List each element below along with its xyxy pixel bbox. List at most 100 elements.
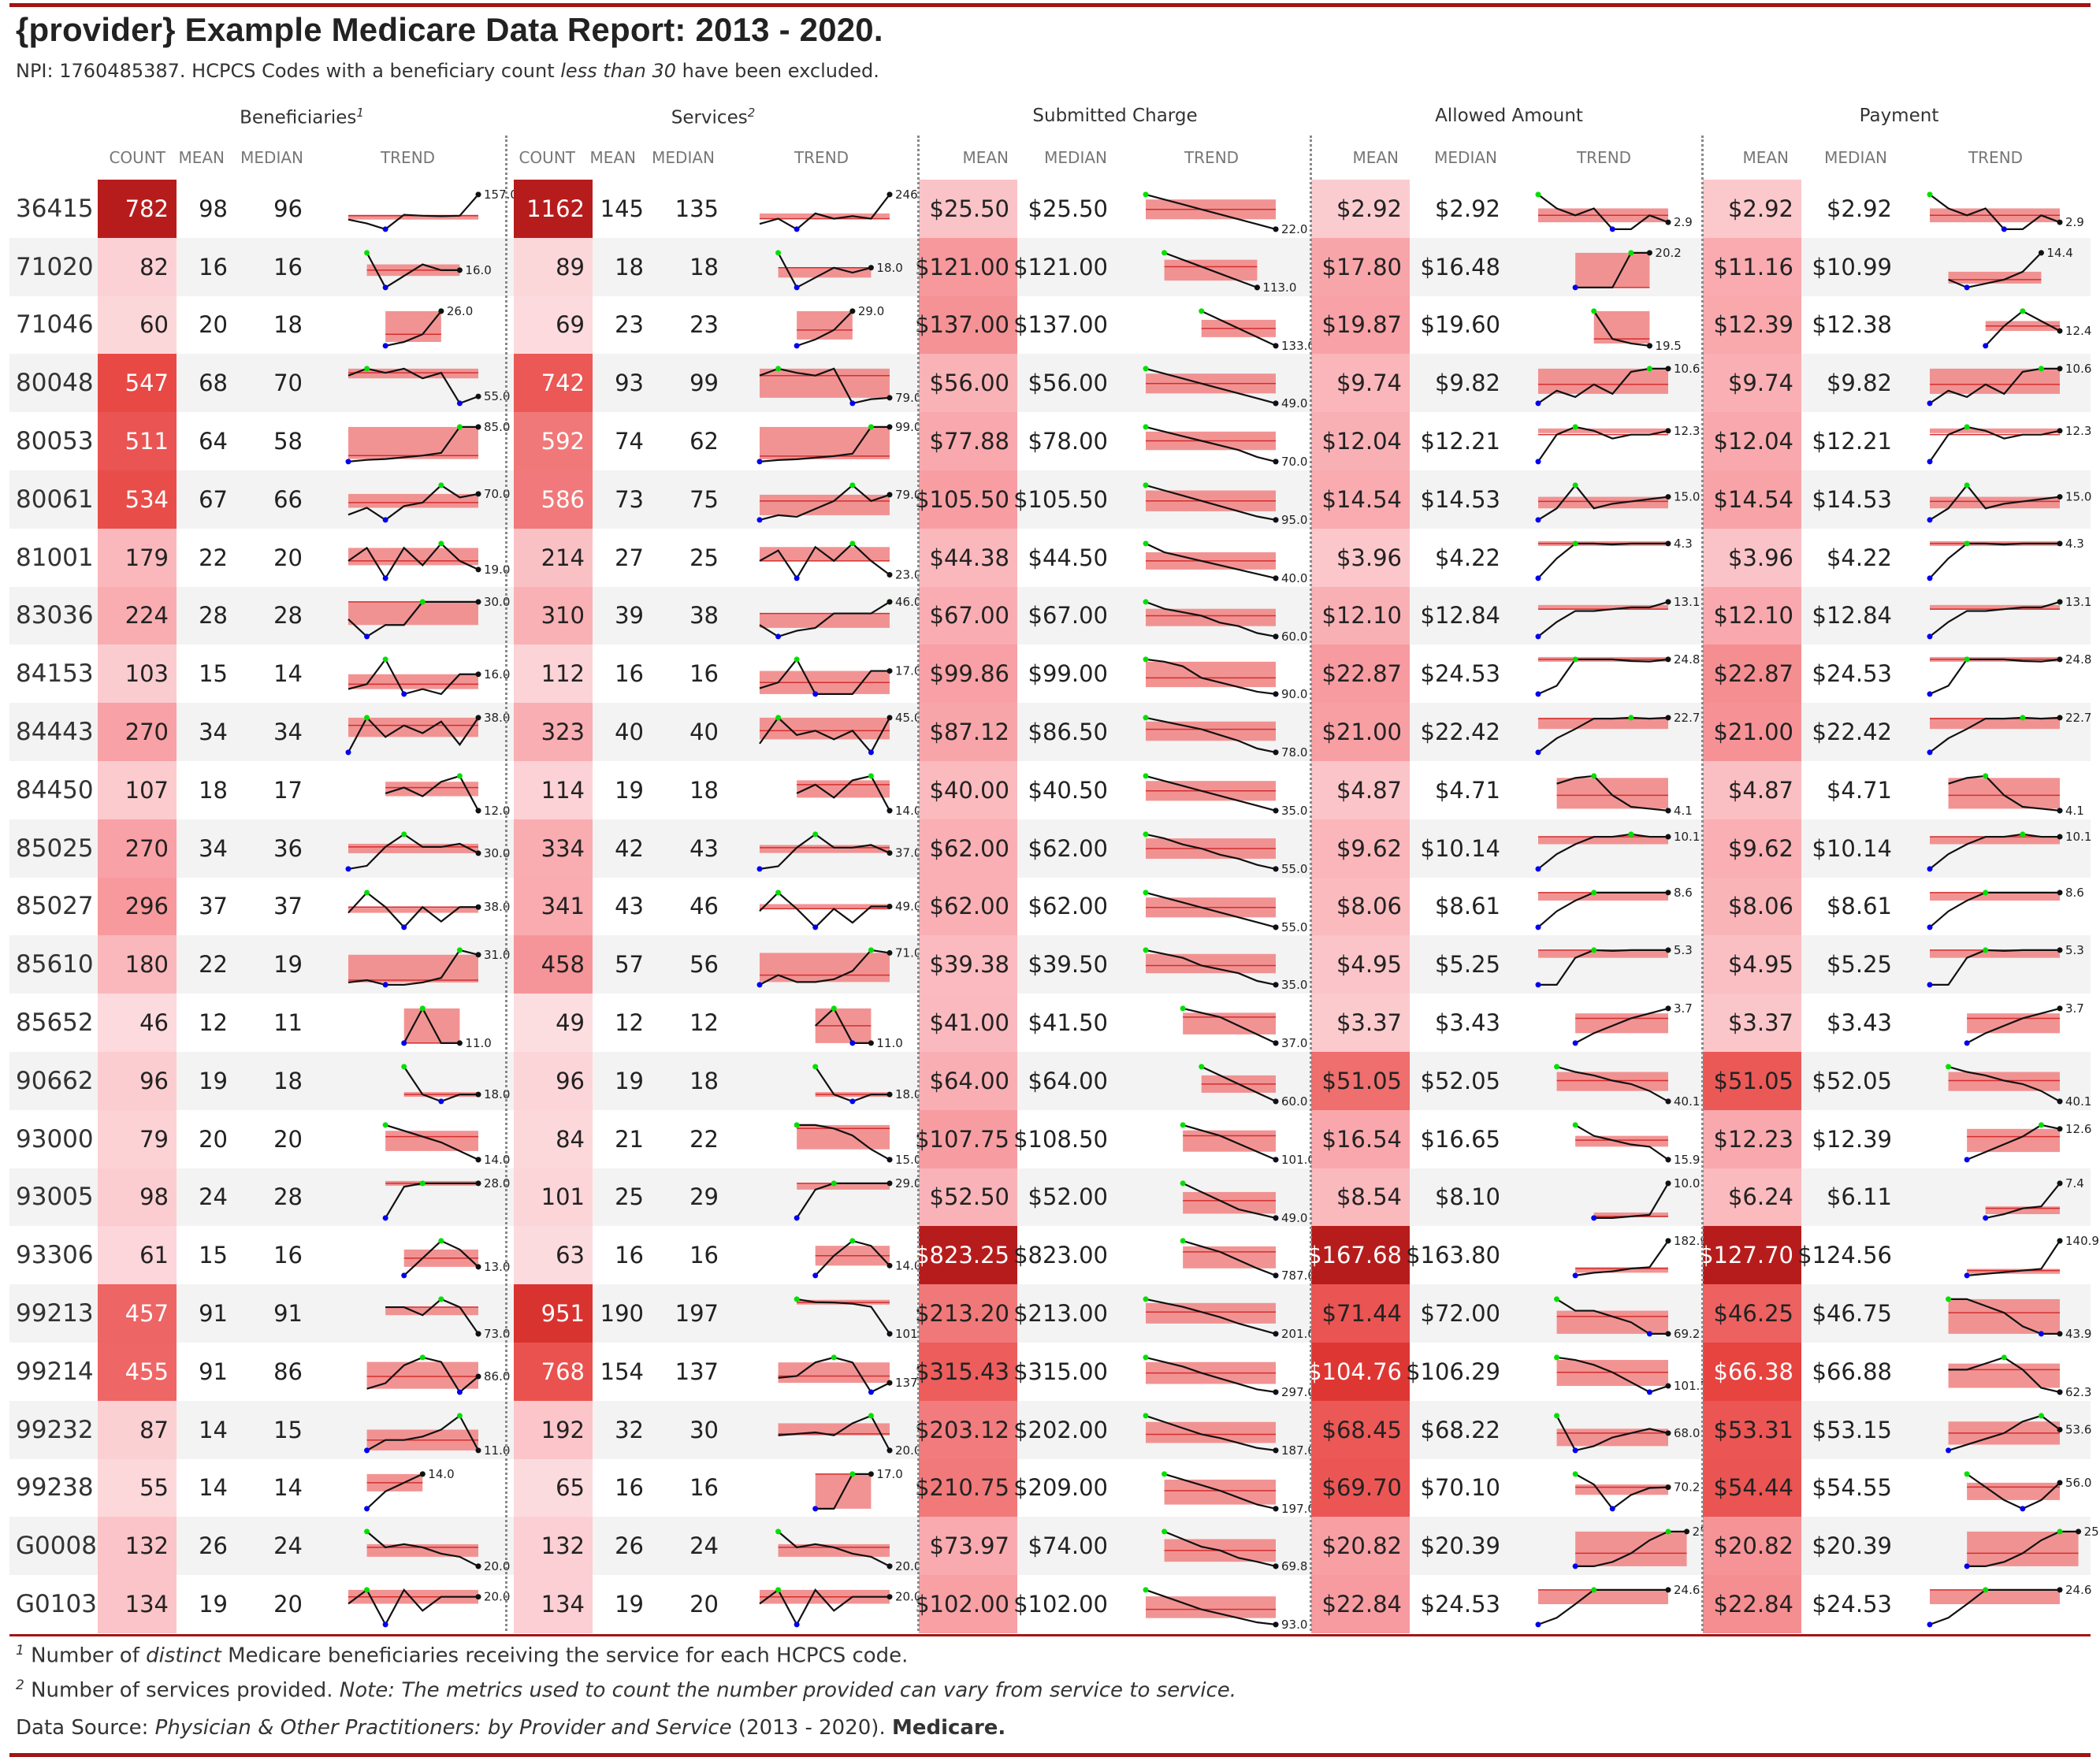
trend-band <box>1146 1421 1276 1443</box>
beneficiary-trend-sparkline: 20.0 <box>339 1517 517 1575</box>
group-divider <box>505 136 507 1631</box>
trend-max-point <box>868 773 874 779</box>
data-source: Data Source: Physician & Other Practitio… <box>16 1716 1005 1740</box>
allowed-amount-mean: $3.96 <box>1311 528 1410 587</box>
trend-min-point <box>401 1040 407 1046</box>
trend-end-point <box>1273 1157 1279 1163</box>
trend-end-point <box>1273 1563 1279 1569</box>
beneficiary-mean: 68 <box>199 370 228 397</box>
trend-line <box>1145 542 1277 579</box>
beneficiary-trend-sparkline: 26.0 <box>339 296 517 355</box>
allowed-amount-mean: $9.74 <box>1311 354 1410 413</box>
trend-min-point <box>794 1214 800 1220</box>
trend-end-point <box>1665 366 1671 372</box>
trend-end-label: 3.7 <box>1674 1001 1693 1016</box>
service-median: 29 <box>689 1183 719 1211</box>
service-trend-sparkline: 46.0 <box>750 587 928 645</box>
trend-end-label: 20.0 <box>895 1590 921 1604</box>
hcpcs-code: 99232 <box>16 1415 94 1444</box>
allowed-amount-mean: $104.76 <box>1307 1342 1410 1401</box>
trend-max-point <box>794 1122 800 1128</box>
payment-median: $12.21 <box>1812 428 1892 455</box>
hcpcs-code: 85652 <box>16 1009 94 1038</box>
trend-min-point <box>794 226 800 232</box>
trend-end-point <box>1665 889 1671 895</box>
trend-max-point <box>794 1296 800 1302</box>
beneficiary-mean: 91 <box>199 1358 228 1385</box>
hcpcs-code: 99238 <box>16 1473 94 1503</box>
allowed-amount-mean: $21.00 <box>1311 703 1410 761</box>
service-trend-sparkline: 20.0 <box>750 1401 928 1459</box>
trend-end-label: 37.0 <box>895 845 921 860</box>
trend-line <box>348 425 478 463</box>
trend-end-point <box>1273 1331 1279 1337</box>
trend-band <box>1183 1191 1276 1213</box>
trend-end-label: 12.6 <box>2065 1122 2091 1136</box>
trend-min-point <box>775 633 782 639</box>
trend-end-point <box>1273 517 1279 523</box>
beneficiary-mean: 26 <box>199 1532 228 1560</box>
trend-max-point <box>1143 1296 1149 1302</box>
spanner-label: Services <box>671 107 748 128</box>
trend-end-point <box>886 1447 893 1454</box>
trend-min-point <box>1927 982 1933 988</box>
trend-line <box>1948 1065 2061 1102</box>
trend-line <box>1537 425 1669 462</box>
service-count: 63 <box>514 1226 593 1285</box>
trend-end-label: 10.1 <box>1674 830 1700 844</box>
allowed-amount-trend-sparkline: 15.9 <box>1529 1110 1718 1168</box>
trend-band <box>1538 836 1668 845</box>
trend-end-point <box>1665 1098 1671 1105</box>
trend-end-label: 79.0 <box>895 391 921 405</box>
trend-end-label: 25.0 <box>2084 1525 2100 1539</box>
trend-min-point <box>849 1040 856 1046</box>
trend-end-point <box>2057 598 2063 604</box>
hcpcs-code: 71046 <box>16 310 94 340</box>
beneficiary-median: 91 <box>273 1300 303 1328</box>
trend-line <box>797 1124 890 1161</box>
allowed-amount-trend-sparkline: 68.0 <box>1529 1401 1718 1459</box>
trend-end-point <box>1684 1529 1690 1535</box>
trend-end-point <box>475 1179 481 1186</box>
table-row: 84450 107 18 17 12.0 114 19 18 14.0 $40.00 $40.50 3… <box>9 760 2091 819</box>
trend-max-point <box>456 424 463 430</box>
trend-band <box>348 427 478 459</box>
source-title: Physician & Other Practitioners: by Prov… <box>154 1716 732 1740</box>
trend-min-point <box>794 342 800 348</box>
submitted-charge-trend-sparkline: 37.0 <box>1136 994 1325 1052</box>
payment-mean: $9.62 <box>1703 819 1801 878</box>
trend-min-point <box>438 1098 444 1105</box>
submitted-charge-trend-sparkline: 90.0 <box>1136 644 1325 703</box>
trend-min-point <box>1646 1331 1652 1337</box>
trend-min-point <box>382 1214 388 1220</box>
trend-end-point <box>886 492 893 498</box>
allowed-amount-trend-sparkline: 22.7 <box>1529 703 1718 761</box>
table-row: 84153 103 15 14 16.0 112 16 16 17.0 $99.86 $99.00 9… <box>9 644 2091 704</box>
beneficiary-trend-sparkline: 30.0 <box>339 819 517 878</box>
trend-max-point <box>1199 307 1205 314</box>
service-mean: 57 <box>615 951 644 979</box>
payment-mean: $14.54 <box>1703 470 1801 529</box>
beneficiary-mean: 34 <box>199 719 228 746</box>
service-count: 742 <box>514 354 593 413</box>
trend-line <box>1145 1356 1277 1393</box>
trend-min-point <box>812 691 819 697</box>
trend-max-point <box>438 482 444 488</box>
trend-end-label: 70.0 <box>1281 455 1307 469</box>
trend-min-point <box>1964 284 1970 291</box>
trend-end-point <box>886 808 893 814</box>
service-trend-sparkline: 17.0 <box>750 1459 928 1517</box>
hcpcs-code: 85027 <box>16 892 94 921</box>
trend-max-point <box>401 831 407 838</box>
submitted-charge-mean: $77.88 <box>919 412 1017 470</box>
payment-median: $9.82 <box>1826 370 1892 397</box>
trend-max-point <box>1572 656 1578 663</box>
report-title: {provider} Example Medicare Data Report:… <box>16 11 883 48</box>
submitted-charge-mean: $87.12 <box>919 703 1017 761</box>
allowed-amount-median: $8.61 <box>1434 893 1500 920</box>
trend-min-point <box>1535 459 1541 465</box>
data-table: 36415 782 98 96 157.0 1162 145 135 246.0 $25.50 $2… <box>9 180 2100 1633</box>
trend-end-label: 93.0 <box>1281 1618 1307 1632</box>
trend-end-point <box>886 1594 893 1600</box>
trend-end-point <box>1273 1621 1279 1628</box>
